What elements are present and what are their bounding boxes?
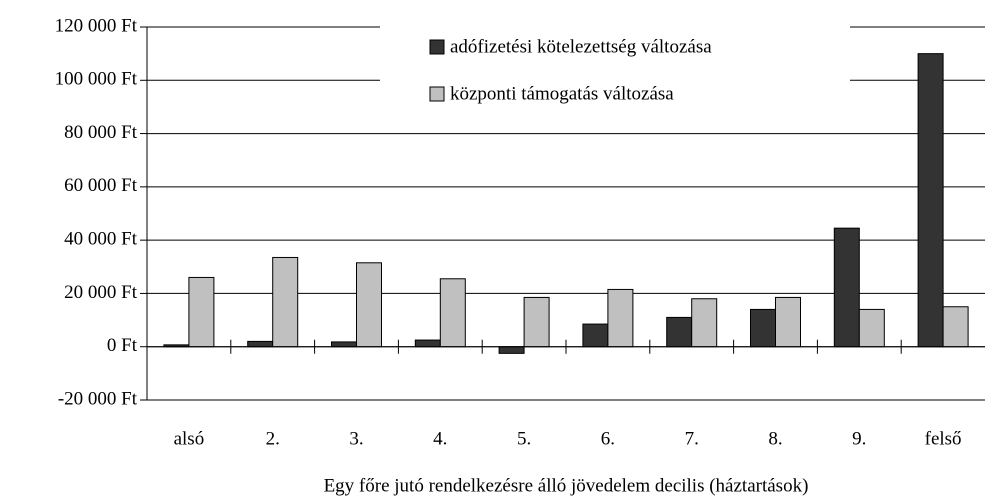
bar — [942, 306, 969, 348]
legend-swatch — [429, 86, 445, 102]
bar — [917, 53, 944, 348]
y-tick-label: 20 000 Ft — [64, 282, 138, 303]
x-tick-label: 6. — [601, 428, 615, 449]
bar — [691, 298, 718, 348]
y-tick-label: 80 000 Ft — [64, 122, 138, 143]
bar — [523, 296, 550, 348]
y-tick-label: 100 000 Ft — [55, 69, 138, 90]
y-tick-label: 120 000 Ft — [55, 15, 138, 36]
x-tick-label: 8. — [768, 428, 782, 449]
bar — [775, 296, 801, 348]
x-tick-label: felső — [925, 428, 962, 449]
bar — [331, 341, 357, 348]
bar — [582, 323, 609, 348]
y-tick-label: 40 000 Ft — [64, 229, 138, 250]
bar — [356, 262, 382, 348]
x-tick-label: 2. — [266, 428, 280, 449]
x-tick-label: 4. — [433, 428, 447, 449]
x-tick-label: 7. — [685, 428, 699, 449]
bar — [439, 278, 466, 348]
bar — [247, 340, 274, 348]
bar — [833, 227, 860, 348]
y-tick-label: 0 Ft — [107, 335, 138, 356]
y-tick-label: 60 000 Ft — [64, 175, 138, 196]
legend-label: adófizetési kötelezettség változása — [450, 36, 712, 57]
bar — [188, 276, 215, 348]
x-tick-label: 9. — [852, 428, 866, 449]
bar — [272, 256, 299, 348]
x-axis-label: Egy főre jutó rendelkezésre álló jövedel… — [324, 475, 809, 496]
x-tick-label: 5. — [517, 428, 531, 449]
legend-swatch — [429, 39, 445, 55]
bar — [666, 316, 693, 348]
legend-label: központi támogatás változása — [450, 83, 674, 104]
bar — [858, 308, 885, 348]
bar — [750, 308, 776, 348]
y-tick-label: -20 000 Ft — [58, 388, 138, 409]
bar — [607, 288, 634, 348]
bar — [498, 346, 525, 354]
x-tick-label: 3. — [349, 428, 363, 449]
bar — [414, 339, 441, 348]
x-tick-label: alsó — [174, 428, 205, 449]
legend-box — [380, 25, 850, 121]
